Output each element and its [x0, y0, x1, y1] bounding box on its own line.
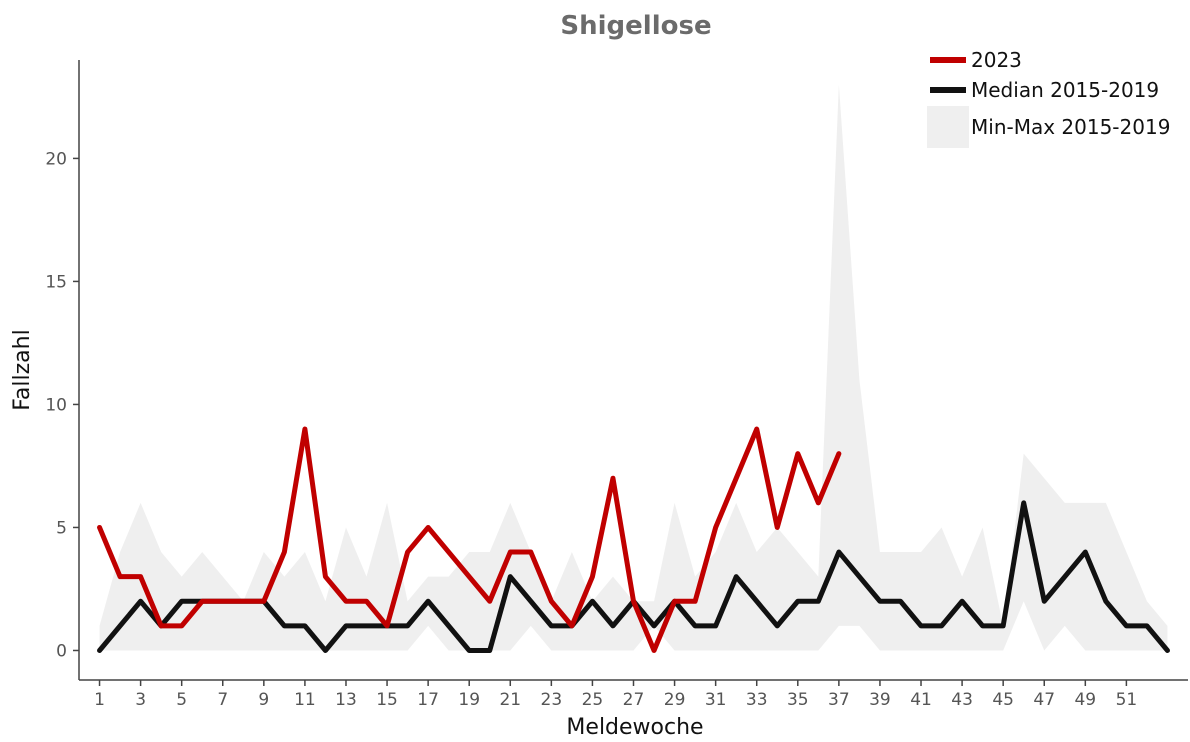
x-tick-label: 43 [951, 690, 973, 710]
legend-label-minmax: Min-Max 2015-2019 [971, 115, 1170, 139]
legend-label-2023: 2023 [971, 48, 1022, 72]
x-axis-ticks: 1 3 5 7 9 11 13 15 17 19 21 23 25 27 29 31 33 35 37 39 41 43 4… [94, 680, 1137, 710]
band-layer [99, 84, 1168, 651]
x-tick-label: 13 [335, 690, 357, 710]
y-tick-label: 5 [56, 518, 67, 538]
legend-label-median: Median 2015-2019 [971, 78, 1159, 102]
legend-swatch-minmax [927, 106, 969, 148]
x-tick-label: 11 [294, 690, 316, 710]
x-tick-label: 21 [499, 690, 521, 710]
x-tick-label: 1 [94, 690, 105, 710]
x-tick-label: 49 [1074, 690, 1096, 710]
x-tick-label: 29 [664, 690, 686, 710]
minmax-band [99, 84, 1168, 651]
series-line-2023 [97, 426, 842, 653]
x-tick-label: 15 [376, 690, 398, 710]
x-axis-title: Meldewoche [566, 715, 703, 740]
x-tick-label: 19 [458, 690, 480, 710]
legend: 2023 Median 2015-2019 Min-Max 2015-2019 [927, 48, 1170, 148]
y-tick-label: 20 [45, 149, 67, 169]
y-tick-label: 15 [45, 272, 67, 292]
x-tick-label: 37 [828, 690, 850, 710]
x-tick-label: 45 [992, 690, 1014, 710]
lines-layer [97, 426, 1170, 653]
x-tick-label: 7 [217, 690, 228, 710]
x-tick-label: 47 [1033, 690, 1055, 710]
x-tick-label: 33 [746, 690, 768, 710]
x-tick-label: 51 [1116, 690, 1138, 710]
x-tick-label: 35 [787, 690, 809, 710]
x-tick-label: 9 [258, 690, 269, 710]
y-axis-ticks: 0 5 10 15 20 [45, 149, 79, 661]
x-tick-label: 23 [541, 690, 563, 710]
x-tick-label: 31 [705, 690, 727, 710]
x-tick-label: 5 [176, 690, 187, 710]
y-tick-label: 10 [45, 395, 67, 415]
x-tick-label: 17 [417, 690, 439, 710]
x-tick-label: 25 [582, 690, 604, 710]
chart-title: Shigellose [560, 11, 711, 41]
x-tick-label: 41 [910, 690, 932, 710]
y-tick-label: 0 [56, 641, 67, 661]
x-tick-label: 27 [623, 690, 645, 710]
x-tick-label: 3 [135, 690, 146, 710]
x-tick-label: 39 [869, 690, 891, 710]
y-axis-title: Fallzahl [10, 329, 35, 410]
